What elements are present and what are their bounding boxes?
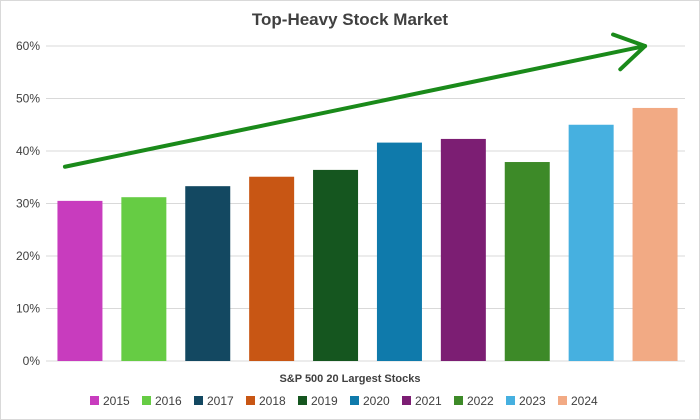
legend-swatch-2021 [402,396,411,405]
bar-2023 [568,124,614,361]
legend-swatch-2023 [506,396,515,405]
bars [57,107,678,361]
y-tick-label: 30% [16,197,40,211]
legend-swatch-2017 [194,396,203,405]
legend-swatch-2019 [298,396,307,405]
legend-label-2021: 2021 [415,394,442,408]
chart-title: Top-Heavy Stock Market [252,10,449,29]
bar-2020 [376,142,422,361]
trend-arrow-shaft [62,44,648,169]
legend-label-2020: 2020 [363,394,390,408]
legend-label-2018: 2018 [259,394,286,408]
y-tick-label: 50% [16,92,40,106]
bar-2017 [185,186,231,361]
legend: 2015 2016 2017 2018 2019 2020 2021 2022 2023 2024 [90,394,598,408]
legend-label-2017: 2017 [207,394,234,408]
legend-label-2016: 2016 [155,394,182,408]
legend-label-2022: 2022 [467,394,494,408]
legend-label-2015: 2015 [103,394,130,408]
y-tick-label: 0% [23,354,41,368]
trend-arrow [62,32,648,169]
legend-swatch-2018 [246,396,255,405]
trend-arrow-head [611,32,648,72]
bar-2019 [313,169,359,361]
legend-swatch-2022 [454,396,463,405]
y-tick-label: 40% [16,144,40,158]
bar-2021 [440,138,486,361]
y-tick-label: 20% [16,249,40,263]
bar-2016 [121,197,167,361]
bar-2015 [57,200,103,361]
bar-2018 [249,176,295,361]
legend-label-2023: 2023 [519,394,546,408]
legend-swatch-2024 [558,396,567,405]
legend-swatch-2016 [142,396,151,405]
y-axis-ticks: 0% 10% 20% 30% 40% 50% 60% [16,39,40,368]
legend-label-2019: 2019 [311,394,338,408]
y-tick-label: 10% [16,302,40,316]
bar-2022 [504,162,550,361]
y-tick-label: 60% [16,39,40,53]
bar-2024 [632,107,678,361]
x-axis-label: S&P 500 20 Largest Stocks [279,373,420,385]
legend-swatch-2020 [350,396,359,405]
legend-label-2024: 2024 [571,394,598,408]
legend-swatch-2015 [90,396,99,405]
